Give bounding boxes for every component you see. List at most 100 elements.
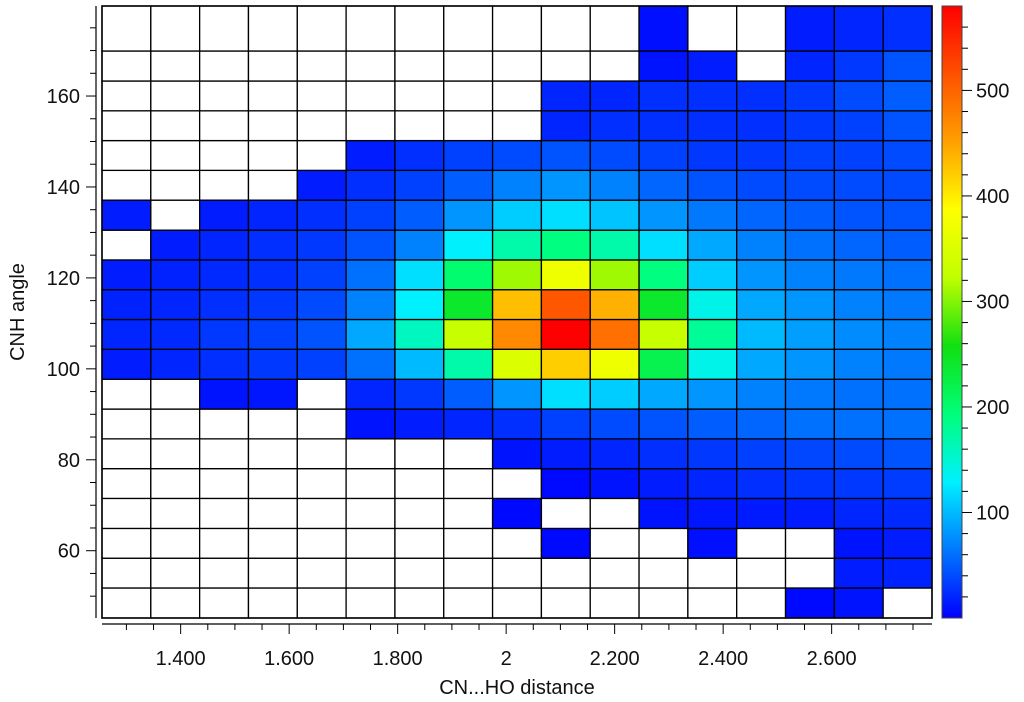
heatmap-cell <box>394 438 445 470</box>
heatmap-cell <box>638 289 689 321</box>
y-tick-label: 160 <box>47 86 80 108</box>
heatmap-cell <box>247 467 298 500</box>
heatmap-cell <box>394 169 445 201</box>
colorbar-tick-label: 400 <box>976 186 1009 208</box>
heatmap-cell <box>784 199 836 231</box>
x-tick-label: 2.200 <box>590 648 640 670</box>
heatmap-cell <box>296 408 347 440</box>
heatmap-cell <box>443 229 494 261</box>
heatmap-cell <box>784 527 836 559</box>
heatmap-cell <box>589 378 640 410</box>
heatmap-cell <box>687 527 738 559</box>
heatmap-cell <box>540 467 591 500</box>
heatmap-cell <box>736 408 787 440</box>
heatmap-cell <box>394 467 445 500</box>
heatmap-cell <box>296 378 347 410</box>
heatmap-cell <box>833 169 884 201</box>
heatmap-cell <box>296 467 347 500</box>
heatmap-cell <box>491 110 543 142</box>
heatmap-cell <box>491 80 543 112</box>
heatmap-cell <box>736 199 787 231</box>
heatmap-cell <box>833 438 884 470</box>
heatmap-cell <box>638 110 689 142</box>
heatmap-cell <box>296 169 347 201</box>
heatmap-cell <box>247 318 298 350</box>
colorbar-tick-label: 200 <box>976 397 1009 419</box>
heatmap-cell <box>736 259 787 291</box>
heatmap-cell <box>443 259 494 291</box>
heatmap-cell <box>638 527 689 559</box>
heatmap-cell <box>150 527 201 559</box>
heatmap-cell <box>882 587 933 619</box>
heatmap-cell <box>784 467 836 500</box>
heatmap-cell <box>687 110 738 142</box>
heatmap-cell <box>150 408 201 440</box>
heatmap-cell <box>833 259 884 291</box>
heatmap-cell <box>736 348 787 380</box>
heatmap-cell <box>247 199 298 231</box>
heatmap-cell <box>443 289 494 321</box>
heatmap-cell <box>638 348 689 380</box>
heatmap-cell <box>736 378 787 410</box>
x-tick-label: 1.600 <box>264 648 314 670</box>
heatmap-cell <box>784 348 836 380</box>
heatmap-cell <box>443 438 494 470</box>
heatmap-cell <box>101 497 152 530</box>
heatmap-cell <box>784 110 836 142</box>
heatmap-cell <box>394 259 445 291</box>
heatmap-cell <box>638 318 689 350</box>
heatmap-cell <box>589 169 640 201</box>
heatmap-cell <box>345 50 396 82</box>
heatmap-cell <box>736 438 787 470</box>
heatmap-cell <box>247 5 298 52</box>
heatmap-cell <box>833 139 884 172</box>
heatmap-cell <box>589 587 640 619</box>
heatmap-cell <box>394 139 445 172</box>
heatmap-cell <box>394 378 445 410</box>
heatmap-cell <box>101 557 152 589</box>
heatmap-cell <box>589 289 640 321</box>
heatmap-cell <box>394 527 445 559</box>
heatmap-cell <box>784 80 836 112</box>
heatmap-cell <box>833 378 884 410</box>
y-tick-label: 60 <box>58 541 80 563</box>
heatmap-cell <box>198 259 250 291</box>
heatmap-cell <box>736 527 787 559</box>
heatmap-cell <box>101 348 152 380</box>
heatmap-cell <box>345 587 396 619</box>
heatmap-cell <box>882 527 933 559</box>
heatmap-cell <box>589 229 640 261</box>
heatmap-cell <box>491 348 543 380</box>
heatmap-cell <box>540 408 591 440</box>
heatmap-cell <box>394 110 445 142</box>
heatmap-cell <box>394 497 445 530</box>
heatmap-cell <box>882 199 933 231</box>
heatmap-cell <box>198 467 250 500</box>
heatmap-cell <box>540 438 591 470</box>
x-tick-label: 1.400 <box>156 648 206 670</box>
heatmap-cell <box>101 318 152 350</box>
heatmap-cell <box>150 259 201 291</box>
heatmap-cell <box>589 348 640 380</box>
heatmap-cell <box>394 5 445 52</box>
heatmap-cell <box>540 497 591 530</box>
heatmap-cell <box>687 50 738 82</box>
heatmap-cell <box>198 497 250 530</box>
heatmap-cell <box>247 378 298 410</box>
heatmap-cell <box>296 527 347 559</box>
heatmap-cell <box>345 110 396 142</box>
heatmap-cell <box>638 50 689 82</box>
heatmap-cell <box>443 408 494 440</box>
heatmap-cell <box>198 169 250 201</box>
colorbar-gradient <box>941 5 963 619</box>
heatmap-cell <box>198 5 250 52</box>
heatmap-cell <box>736 80 787 112</box>
heatmap-cell <box>198 408 250 440</box>
heatmap-cell <box>198 50 250 82</box>
heatmap-cell <box>394 80 445 112</box>
y-tick-label: 80 <box>58 450 80 472</box>
heatmap-cell <box>784 169 836 201</box>
heatmap-cell <box>833 229 884 261</box>
heatmap-cell <box>394 289 445 321</box>
heatmap-cell <box>736 229 787 261</box>
